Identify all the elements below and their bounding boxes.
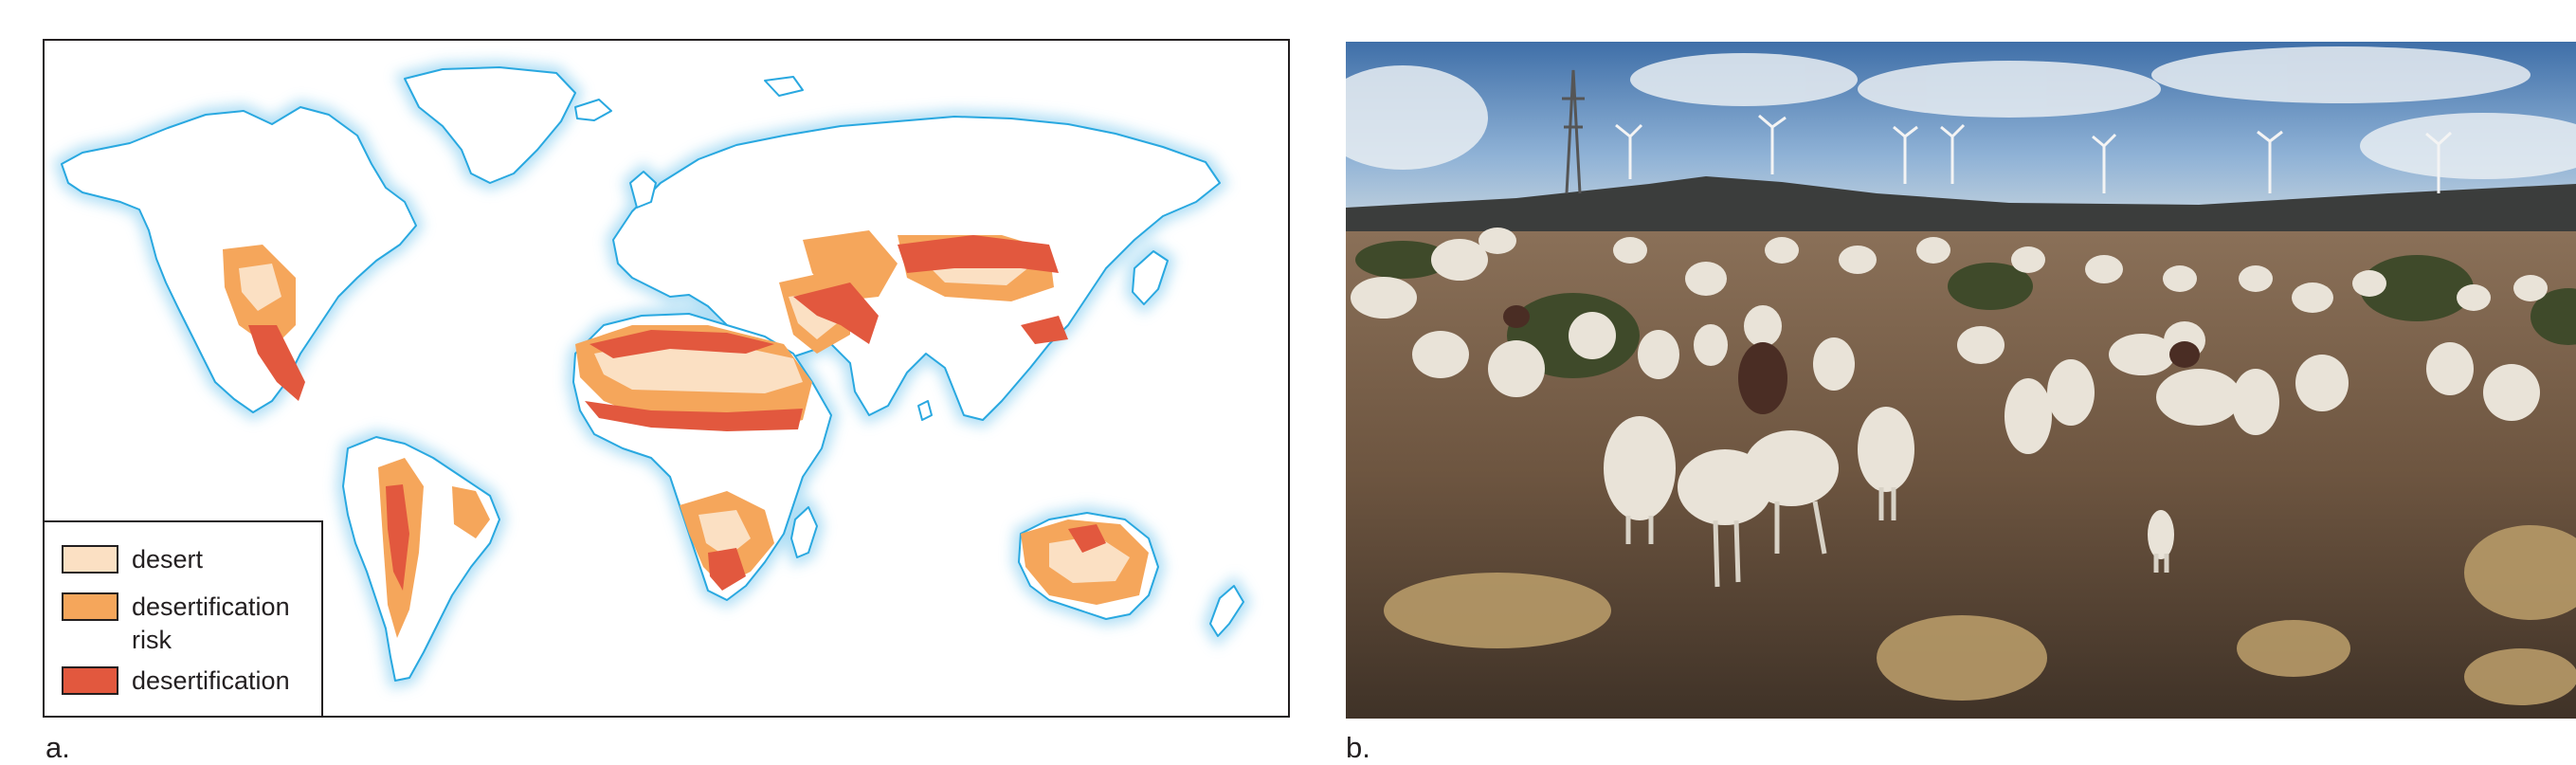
japan [1132, 250, 1169, 305]
legend-swatch-desertification-risk [62, 592, 118, 621]
iceland [574, 99, 612, 121]
legend-label-desertification-risk-line1: desertification [132, 592, 290, 621]
desertification-china-east [1021, 316, 1068, 344]
desertification-central-asia [898, 235, 1059, 273]
desertification-middle-east [793, 282, 879, 344]
svalbard [764, 76, 804, 97]
zones-desertification [248, 235, 1106, 591]
panel-b-letter: b. [1346, 731, 1370, 764]
zone-sa-east [452, 486, 490, 538]
clouds [1346, 46, 2576, 179]
madagascar [790, 506, 818, 558]
legend-label-desert: desert [132, 545, 204, 574]
legend-label-desertification-risk-line2: risk [132, 626, 172, 654]
dry-grass [1384, 525, 2576, 705]
desertification-sahel-north [590, 330, 774, 358]
panel-a-letter: a. [45, 731, 70, 764]
desert-kalahari [698, 510, 751, 557]
desertification-mexico [248, 325, 305, 401]
desertification-south-africa [708, 548, 746, 591]
desertification-andes [386, 484, 409, 591]
map-legend: desert desertification risk desertificat… [45, 520, 323, 716]
desertification-australia [1068, 524, 1106, 553]
new-zealand [1209, 585, 1244, 637]
south-america [342, 436, 500, 682]
sri-lanka [917, 400, 933, 421]
sheep-flock [1351, 228, 2548, 588]
world-map [45, 41, 1288, 716]
desert-sahara [594, 342, 803, 393]
greenland [404, 66, 576, 184]
sheep-grazing-photo [1346, 42, 2576, 719]
legend-swatch-desert [62, 545, 118, 574]
british-isles [629, 171, 657, 209]
electricity-pylon [1562, 69, 1585, 194]
zones-desert [239, 251, 1130, 583]
desertification-sahel-south [585, 401, 803, 431]
legend-swatch-desertification [62, 666, 118, 695]
desert-na [239, 264, 281, 311]
wind-turbines [1615, 114, 2453, 193]
zone-central-asia [803, 230, 898, 301]
legend-label-desertification: desertification [132, 666, 290, 695]
desertification-map: desert desertification risk desertificat… [43, 39, 1290, 718]
desert-australia [1049, 536, 1130, 583]
sheep-photo-illustration [1346, 42, 2576, 719]
